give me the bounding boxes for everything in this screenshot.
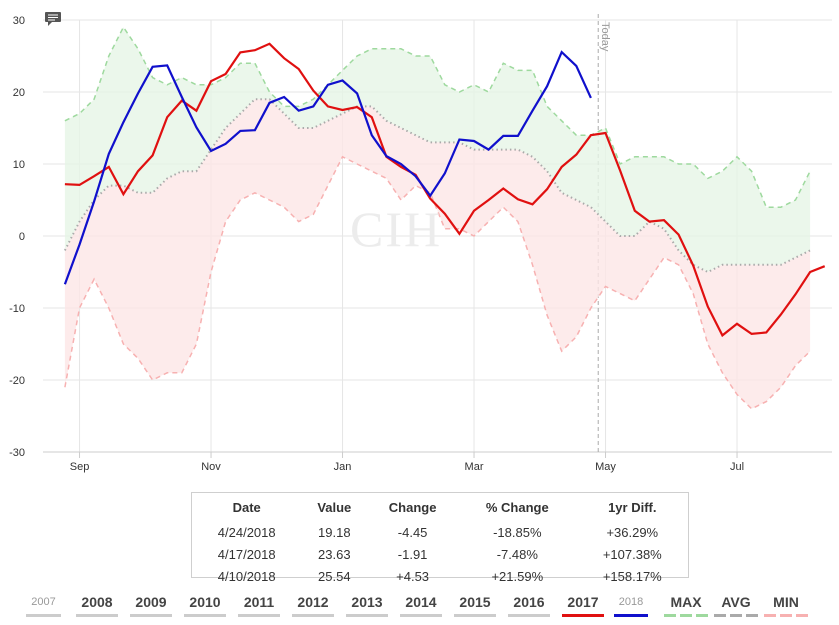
series-line-min [64,155,811,410]
legend-swatch [238,614,280,617]
table-row: 4/10/2018 25.54 +4.53 +21.59% +158.17% [192,565,688,587]
legend-label: MAX [670,594,702,610]
y-tick-label: 0 [19,231,25,243]
legend-label: 2018 [618,596,644,608]
legend-item-2012[interactable]: 2012 [292,592,334,617]
y-tick-label: -30 [9,447,25,459]
axis-labels: 30 20 10 0 -10 -20 -30 Sep Nov Jan Mar May Jul Today [9,15,744,473]
legend-item-2016[interactable]: 2016 [508,592,550,617]
legend-label: MIN [773,594,799,610]
cell-change: -1.91 [397,546,428,562]
legend: 2007 2008 2009 2010 2011 2012 2013 2014 2015 2016… [0,592,839,622]
legend-item-2008[interactable]: 2008 [76,592,118,617]
legend-swatch [184,614,226,617]
legend-item-2014[interactable]: 2014 [400,592,442,617]
legend-label: 2016 [513,594,545,610]
y-tick-label: 20 [13,87,25,99]
legend-label: 2014 [405,594,437,610]
legend-item-2015[interactable]: 2015 [454,592,496,617]
legend-swatch [26,614,61,617]
cell-date: 4/17/2018 [217,546,276,562]
legend-label: 2007 [31,596,56,608]
legend-swatch [614,614,648,617]
y-tick-label: 30 [13,15,25,27]
header-date: Date [232,499,261,515]
summary-table-panel: Date Value Change % Change 1yr Diff. 4/2… [191,492,689,584]
legend-label: 2017 [567,594,599,610]
header-change: Change [388,499,437,515]
legend-item-2011[interactable]: 2011 [238,592,280,617]
table-row: 4/24/2018 19.18 -4.45 -18.85% +36.29% [192,521,688,543]
cell-value: 25.54 [318,568,351,584]
y-tick-label: -10 [9,303,25,315]
legend-label: 2012 [297,594,329,610]
legend-swatch [400,614,442,617]
legend-item-2017[interactable]: 2017 [562,592,604,617]
cell-1yr-diff: +158.17% [602,568,662,584]
range-bands [64,27,811,409]
legend-label: 2011 [243,594,275,610]
legend-label: AVG [721,594,751,610]
cell-1yr-diff: +107.38% [602,546,662,562]
legend-swatch [454,614,496,617]
cell-value: 23.63 [318,546,351,562]
x-tick-label: May [595,461,616,473]
cell-1yr-diff: +36.29% [606,524,659,540]
cell-pct-change: -7.48% [496,546,538,562]
cell-date: 4/10/2018 [217,568,276,584]
summary-table: Date Value Change % Change 1yr Diff. 4/2… [192,493,688,587]
x-tick-label: Jul [730,461,744,473]
legend-swatch [714,614,758,617]
x-tick-label: Mar [465,461,484,473]
cell-change: -4.45 [397,524,428,540]
y-tick-label: 10 [13,159,25,171]
cell-pct-change: +21.59% [491,568,544,584]
series-line-max [64,25,811,208]
legend-swatch [76,614,118,617]
legend-swatch [130,614,172,617]
cell-value: 19.18 [318,524,351,540]
cell-pct-change: -18.85% [493,524,542,540]
legend-item-min[interactable]: MIN [764,592,808,617]
series-line-2017 [64,42,826,338]
legend-item-avg[interactable]: AVG [714,592,758,617]
legend-label: 2008 [81,594,113,610]
legend-swatch [292,614,334,617]
x-tick-label: Nov [201,461,221,473]
legend-swatch [508,614,550,617]
legend-swatch [764,614,808,617]
table-header-row: Date Value Change % Change 1yr Diff. [192,493,688,521]
cell-date: 4/24/2018 [217,524,276,540]
today-label: Today [599,22,611,52]
series-lines [63,25,826,410]
legend-label: 2015 [459,594,491,610]
header-pct-change: % Change [485,499,549,515]
legend-label: 2010 [189,594,221,610]
y-tick-label: -20 [9,375,25,387]
legend-item-2007[interactable]: 2007 [26,592,61,617]
legend-item-max[interactable]: MAX [664,592,708,617]
legend-label: 2013 [351,594,383,610]
x-tick-label: Sep [70,461,90,473]
series-line-2018 [63,50,592,285]
max-avg-band [64,27,811,273]
header-1yr-diff: 1yr Diff. [608,499,657,515]
legend-item-2013[interactable]: 2013 [346,592,388,617]
comment-icon[interactable] [44,11,62,27]
watermark-logo: CIH [350,201,443,257]
x-tick-label: Jan [334,461,352,473]
legend-swatch [346,614,388,617]
seasonal-chart: 30 20 10 0 -10 -20 -30 Sep Nov Jan Mar May Jul Today [9,14,832,473]
legend-swatch [562,614,604,617]
legend-item-2009[interactable]: 2009 [130,592,172,617]
legend-item-2018[interactable]: 2018 [614,592,648,617]
table-row: 4/17/2018 23.63 -1.91 -7.48% +107.38% [192,543,688,565]
legend-item-2010[interactable]: 2010 [184,592,226,617]
legend-label: 2009 [135,594,167,610]
avg-min-band [64,99,811,409]
header-value: Value [317,499,352,515]
cell-change: +4.53 [396,568,430,584]
legend-swatch [664,614,708,617]
